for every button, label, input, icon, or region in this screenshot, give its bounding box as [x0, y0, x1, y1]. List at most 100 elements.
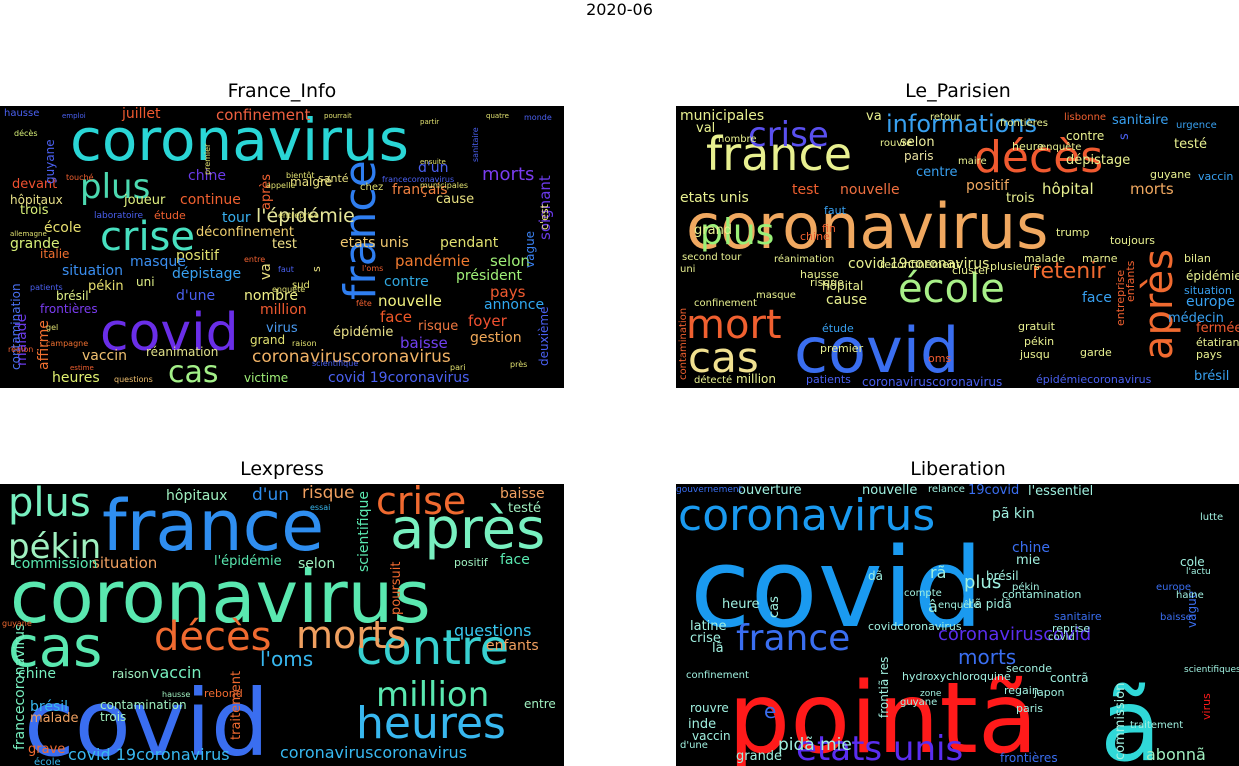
- word-label: baisse: [1160, 612, 1192, 623]
- word-label: laboratoire: [94, 211, 143, 221]
- word-label: déconfinement: [196, 225, 294, 240]
- word-label: pays: [490, 283, 526, 301]
- word-label: inde: [688, 717, 716, 732]
- word-label: scientifiques: [1184, 665, 1239, 675]
- word-label: devant: [12, 177, 57, 192]
- word-label: heures: [52, 370, 100, 386]
- word-label: continue: [180, 192, 241, 208]
- word-label: vaccin: [150, 663, 201, 682]
- word-label: coronavirus: [678, 490, 935, 541]
- word-label: test: [272, 237, 297, 252]
- word-label: chine: [800, 230, 830, 243]
- panel-title-lexpress: Lexpress: [240, 458, 324, 480]
- word-label: trois: [1006, 191, 1035, 206]
- word-label: partir: [420, 118, 439, 126]
- word-label: scientifique: [312, 359, 358, 368]
- word-label: entre: [244, 255, 265, 264]
- wordcloud-canvas: coronavirus covid france après cas contre heur…: [2, 484, 556, 766]
- word-label: l'épidémie: [214, 554, 282, 569]
- word-label: étude: [822, 322, 854, 335]
- word-label: s: [1117, 133, 1132, 140]
- word-label: raison: [292, 339, 317, 348]
- word-label: positif: [454, 556, 489, 569]
- word-label: coronavirus: [70, 106, 409, 174]
- word-label: jusqu: [1019, 348, 1050, 361]
- word-label: allemagne: [10, 230, 47, 238]
- word-label: d'un: [418, 160, 448, 176]
- word-label: grande: [10, 236, 60, 252]
- panel-title-france-info: France_Info: [227, 80, 337, 102]
- word-label: grand: [694, 223, 732, 238]
- word-label: rouvre: [880, 138, 912, 149]
- word-label: pékin: [1024, 335, 1054, 348]
- word-label: 19covid: [968, 484, 1019, 498]
- word-label: contamination: [1002, 588, 1081, 601]
- word-label: entre: [524, 697, 556, 711]
- word-label: plus: [700, 212, 774, 253]
- word-label: faut: [824, 204, 847, 217]
- word-label: contre: [384, 274, 429, 290]
- word-label: dépistage: [1066, 153, 1130, 168]
- word-label: d'une: [680, 740, 708, 751]
- word-label: école: [44, 220, 81, 236]
- word-label: contre: [1066, 129, 1104, 143]
- word-label: guyane: [900, 697, 937, 708]
- word-label: paris: [1016, 702, 1043, 715]
- word-label: situation: [92, 554, 157, 572]
- word-label: paris: [904, 149, 934, 163]
- word-label: pari: [450, 363, 466, 372]
- word-label: situation: [1184, 284, 1232, 297]
- word-label: l'oms: [260, 647, 313, 671]
- word-label: école: [34, 756, 61, 766]
- word-label: pourrait: [324, 112, 352, 120]
- word-label: santé: [318, 172, 349, 185]
- word-label: coronaviruscoronavirus: [252, 347, 451, 367]
- word-label: fin: [822, 222, 836, 235]
- word-label: masque: [756, 290, 796, 301]
- word-label: traitement: [229, 671, 244, 740]
- word-label: uni: [680, 264, 695, 275]
- word-label: rouvre: [690, 701, 729, 715]
- wordcloud-france-info: coronavirus covid crise france plus cas corona…: [0, 106, 564, 388]
- word-label: francecoronavirus: [12, 624, 28, 750]
- word-label: quatre: [486, 112, 509, 120]
- word-label: tour: [222, 210, 251, 226]
- word-label: joueur: [123, 193, 166, 208]
- word-label: l'essentiel: [1028, 484, 1093, 499]
- word-label: frontières: [40, 302, 98, 316]
- word-label: cas: [688, 333, 759, 382]
- word-label: risque: [418, 319, 458, 334]
- word-label: cause: [436, 192, 474, 207]
- word-label: guyane: [1150, 168, 1191, 181]
- word-label: confinement: [694, 298, 757, 309]
- word-label: second tour: [682, 252, 742, 263]
- word-label: seconde: [1006, 662, 1052, 675]
- word-label: estime: [70, 364, 94, 372]
- word-label: million: [376, 675, 489, 715]
- word-label: reconfinement: [880, 258, 961, 271]
- word-label: cole: [1180, 555, 1205, 569]
- word-label: sanitaire: [1054, 610, 1102, 623]
- word-label: ensuite: [420, 158, 446, 166]
- word-label: entreprise: [278, 211, 319, 220]
- word-label: hôpital: [822, 279, 863, 293]
- word-label: heure: [722, 597, 760, 612]
- word-label: dépistage: [172, 266, 241, 282]
- word-label: morts: [1130, 180, 1174, 198]
- word-label: chine: [188, 168, 226, 184]
- word-label: risque: [302, 484, 355, 503]
- word-label: hydroxychloroquine: [902, 670, 1011, 683]
- word-label: coronavirus: [686, 190, 1048, 263]
- word-label: sanitaire: [471, 127, 480, 162]
- word-label: malgré: [290, 175, 332, 189]
- word-label: covid 19coronavirus: [848, 256, 989, 272]
- word-label: patients: [806, 373, 851, 386]
- word-label: million: [260, 302, 307, 318]
- word-label: l'ã pidã: [968, 597, 1012, 611]
- word-label: masque: [130, 254, 186, 270]
- word-label: francecoronavirus: [382, 175, 454, 184]
- word-label: coronaviruscoronavirus: [862, 375, 1002, 388]
- word-label: pékin: [8, 527, 101, 567]
- word-label: traitement: [1130, 720, 1183, 731]
